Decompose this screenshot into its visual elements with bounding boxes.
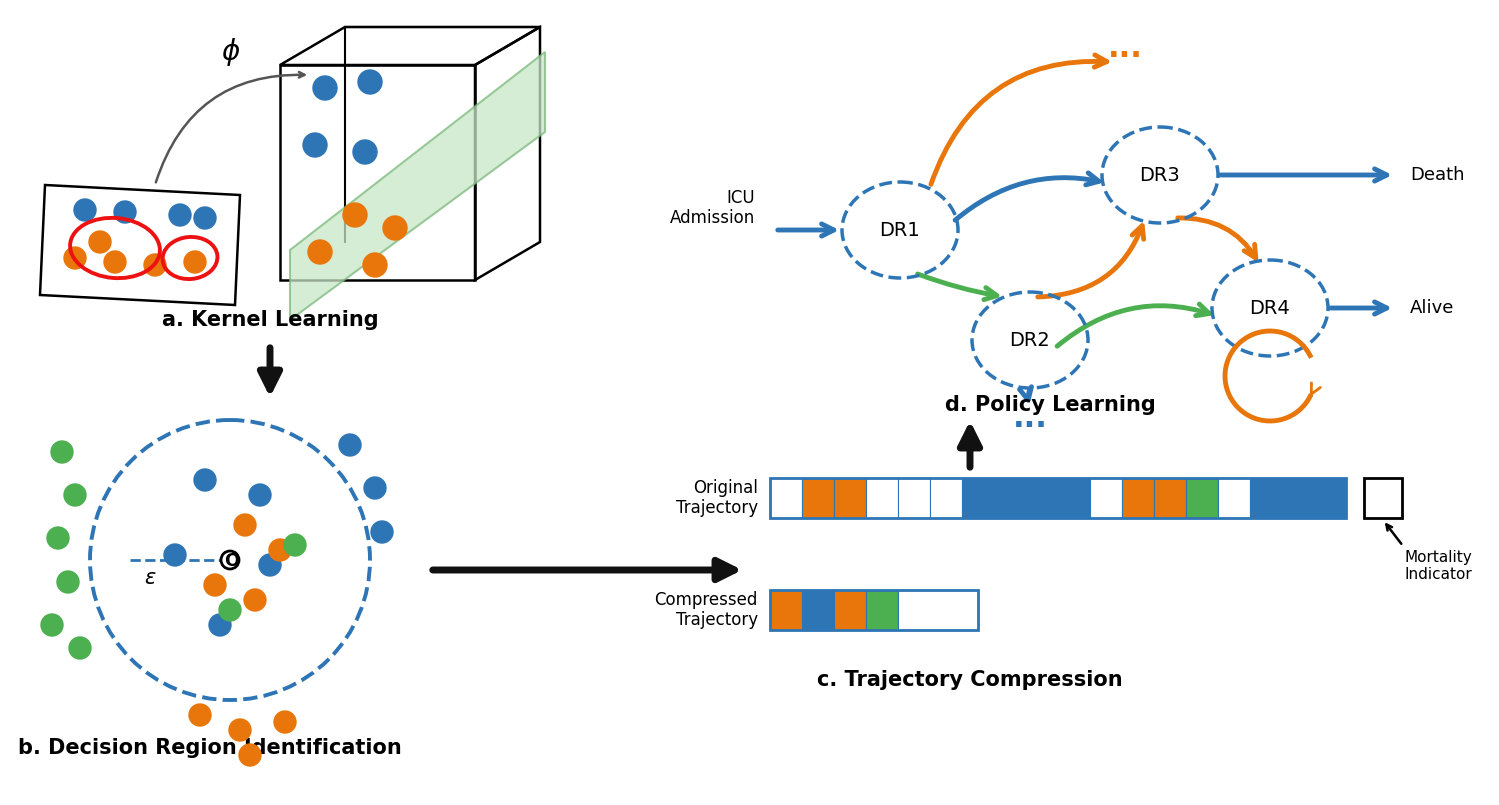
- Text: Death: Death: [1411, 166, 1465, 184]
- Text: ϕ: ϕ: [220, 38, 240, 66]
- Bar: [280, 65, 475, 280]
- Circle shape: [204, 574, 226, 596]
- Circle shape: [274, 711, 295, 733]
- Circle shape: [69, 637, 91, 659]
- Circle shape: [307, 240, 331, 264]
- Text: DR4: DR4: [1250, 299, 1291, 317]
- Circle shape: [193, 469, 216, 491]
- Text: d. Policy Learning: d. Policy Learning: [944, 395, 1156, 415]
- Circle shape: [220, 551, 238, 569]
- Bar: [994, 478, 1025, 518]
- Text: O: O: [225, 552, 240, 570]
- Circle shape: [249, 484, 271, 506]
- Bar: [1315, 478, 1346, 518]
- Text: a. Kernel Learning: a. Kernel Learning: [162, 310, 378, 330]
- Text: Alive: Alive: [1411, 299, 1454, 317]
- Circle shape: [184, 251, 205, 273]
- Circle shape: [114, 201, 136, 223]
- Text: 1: 1: [1376, 488, 1390, 508]
- Circle shape: [283, 534, 306, 556]
- Circle shape: [208, 614, 231, 636]
- Circle shape: [144, 254, 166, 276]
- Bar: [770, 478, 802, 518]
- Circle shape: [73, 199, 96, 221]
- Bar: [1186, 478, 1219, 518]
- Bar: [770, 590, 977, 630]
- Text: Mortality
Indicator: Mortality Indicator: [1405, 550, 1472, 582]
- Circle shape: [370, 521, 393, 543]
- Circle shape: [64, 484, 85, 506]
- Circle shape: [303, 133, 327, 157]
- Circle shape: [358, 70, 382, 94]
- Circle shape: [88, 231, 111, 253]
- Bar: [1219, 478, 1250, 518]
- Circle shape: [64, 247, 85, 269]
- Text: DR3: DR3: [1139, 166, 1180, 184]
- Circle shape: [238, 744, 261, 766]
- Bar: [1250, 478, 1282, 518]
- Circle shape: [169, 204, 190, 226]
- Circle shape: [193, 207, 216, 229]
- Text: DR1: DR1: [880, 221, 920, 240]
- Circle shape: [364, 477, 387, 499]
- Bar: [770, 478, 1346, 518]
- Text: Compressed
Trajectory: Compressed Trajectory: [655, 591, 758, 630]
- Circle shape: [234, 514, 256, 536]
- Text: b. Decision Region Identification: b. Decision Region Identification: [18, 738, 402, 758]
- Text: ...: ...: [1108, 34, 1142, 63]
- Bar: [1364, 478, 1402, 518]
- Bar: [802, 478, 833, 518]
- Bar: [1090, 478, 1121, 518]
- Circle shape: [189, 704, 211, 726]
- Bar: [1154, 478, 1186, 518]
- Bar: [770, 590, 802, 630]
- Circle shape: [339, 434, 361, 456]
- Circle shape: [259, 554, 280, 576]
- Circle shape: [313, 76, 337, 100]
- Text: ...: ...: [1012, 403, 1048, 432]
- Bar: [1025, 478, 1058, 518]
- Text: ε: ε: [144, 568, 156, 588]
- Bar: [898, 478, 929, 518]
- Bar: [1058, 478, 1090, 518]
- Text: DR2: DR2: [1010, 331, 1051, 349]
- Polygon shape: [289, 52, 546, 320]
- Circle shape: [343, 203, 367, 227]
- Circle shape: [51, 441, 73, 463]
- Bar: [866, 478, 898, 518]
- Text: ICU
Admission: ICU Admission: [670, 188, 755, 227]
- Circle shape: [229, 719, 250, 741]
- Bar: [866, 590, 898, 630]
- Bar: [929, 478, 962, 518]
- Bar: [1282, 478, 1315, 518]
- Circle shape: [268, 539, 291, 561]
- Circle shape: [163, 544, 186, 566]
- Circle shape: [57, 571, 79, 593]
- Circle shape: [103, 251, 126, 273]
- Circle shape: [384, 216, 408, 240]
- Text: c. Trajectory Compression: c. Trajectory Compression: [817, 670, 1123, 690]
- Circle shape: [244, 589, 265, 611]
- Circle shape: [46, 527, 69, 549]
- Circle shape: [363, 253, 387, 277]
- Bar: [1121, 478, 1154, 518]
- Circle shape: [40, 614, 63, 636]
- Bar: [962, 478, 994, 518]
- Bar: [802, 590, 833, 630]
- Bar: [898, 590, 977, 630]
- Circle shape: [219, 599, 241, 621]
- Bar: [833, 590, 866, 630]
- Circle shape: [352, 140, 378, 164]
- Bar: [833, 478, 866, 518]
- Text: D: D: [929, 600, 947, 620]
- Text: Original
Trajectory: Original Trajectory: [676, 479, 758, 518]
